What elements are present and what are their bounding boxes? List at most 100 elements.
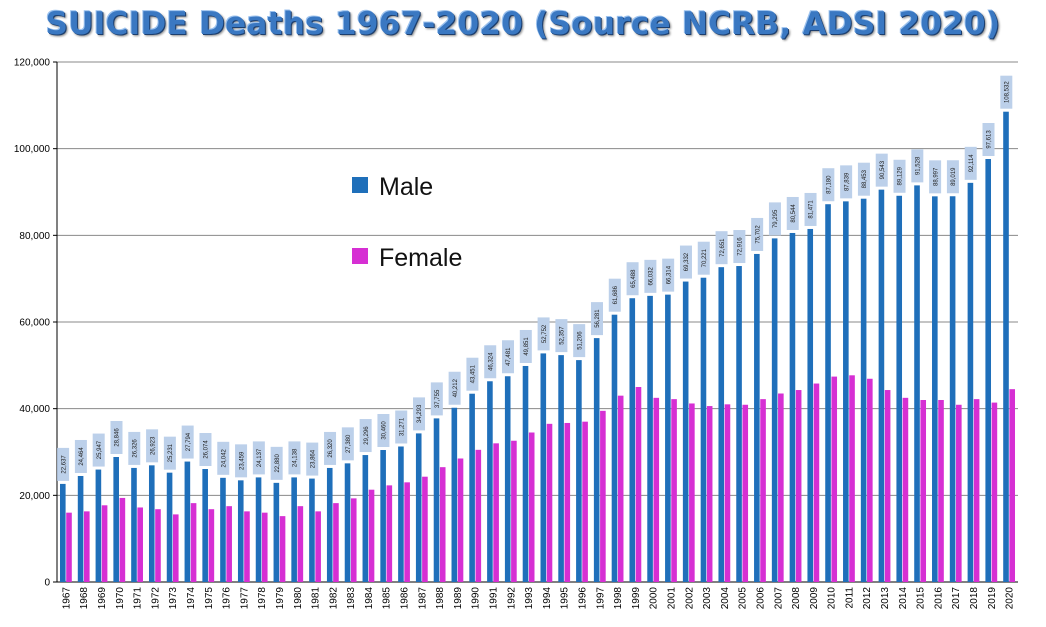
data-label-text: 91,528: [916, 156, 922, 175]
data-label-box: [697, 241, 710, 275]
x-tick-text: 1999: [631, 587, 642, 610]
x-tick-label: 2007: [773, 587, 784, 610]
x-tick-text: 1994: [542, 587, 553, 610]
x-tick-label: 1986: [400, 587, 411, 610]
data-label-text: 22,637: [61, 455, 67, 474]
bar-female: [528, 432, 535, 582]
data-label-box: [110, 421, 123, 455]
bar-male: [433, 418, 440, 582]
x-tick-text: 2005: [738, 587, 749, 610]
data-label-text: 28,846: [115, 428, 121, 447]
data-label-text: 40,212: [453, 378, 459, 397]
data-label-male: 37,755: [430, 382, 443, 416]
x-tick-label: 1994: [542, 587, 553, 610]
data-label-text: 51,206: [577, 331, 583, 350]
x-tick-text: 2007: [773, 587, 784, 610]
data-label-text: 61,686: [613, 285, 619, 304]
bar-female: [350, 498, 357, 582]
bar-male: [77, 475, 84, 582]
data-label-male: 79,295: [768, 202, 781, 236]
bar-male: [593, 338, 600, 582]
y-tick-label: 40,000: [19, 404, 50, 415]
data-label-text: 49,851: [524, 337, 530, 356]
x-tick-text: 2000: [649, 587, 660, 610]
data-label-text: 72,916: [738, 237, 744, 256]
data-label-male: 87,839: [840, 165, 853, 199]
data-label-box: [74, 439, 87, 473]
data-label-text: 30,460: [382, 421, 388, 440]
bar-female: [956, 404, 962, 582]
bar-male: [522, 365, 529, 582]
bar-female: [493, 443, 499, 582]
y-tick-label: 80,000: [19, 231, 50, 242]
x-tick-label: 2005: [738, 587, 749, 610]
x-tick-text: 1998: [613, 587, 624, 610]
x-tick-label: 1992: [506, 587, 517, 610]
data-label-male: 52,752: [537, 317, 550, 351]
data-label-box: [946, 160, 959, 194]
data-label-text: 34,293: [417, 404, 423, 423]
x-tick-label: 1982: [328, 587, 339, 610]
x-tick-text: 1983: [346, 587, 357, 610]
bar-female: [315, 511, 321, 582]
bar-female: [617, 395, 624, 582]
bar-male: [878, 189, 885, 582]
data-label-box: [786, 196, 799, 230]
data-label-box: [466, 357, 479, 391]
x-tick-text: 1989: [453, 587, 464, 610]
bar-male: [700, 277, 707, 582]
data-label-box: [430, 382, 443, 416]
x-tick-text: 1969: [97, 587, 108, 610]
x-tick-text: 1990: [471, 587, 482, 610]
bar-male: [629, 298, 636, 582]
x-tick-text: 1985: [382, 587, 393, 610]
data-label-male: 52,357: [555, 319, 568, 353]
data-label-box: [484, 345, 497, 379]
bar-male: [184, 461, 191, 582]
data-label-male: 90,543: [875, 153, 888, 187]
bar-female: [333, 503, 339, 582]
x-tick-text: 1995: [560, 587, 571, 610]
bar-female: [724, 404, 731, 582]
data-label-text: 24,138: [293, 448, 299, 467]
x-tick-text: 2011: [844, 587, 855, 609]
x-tick-label: 1989: [453, 587, 464, 610]
x-tick-text: 1982: [328, 587, 339, 610]
legend-male-swatch: [352, 177, 368, 193]
data-label-box: [146, 429, 159, 463]
data-label-box: [626, 262, 639, 296]
x-tick-text: 2003: [702, 587, 713, 610]
bar-male: [255, 477, 262, 582]
data-label-text: 23,459: [239, 451, 245, 470]
bar-female: [564, 422, 571, 582]
x-tick-text: 2008: [791, 587, 802, 610]
bar-female: [902, 397, 909, 582]
data-label-box: [857, 162, 870, 196]
data-label-text: 75,702: [755, 225, 761, 244]
x-tick-label: 2001: [666, 587, 677, 610]
x-tick-text: 2012: [862, 587, 873, 610]
bar-male: [949, 196, 956, 582]
bar-male: [736, 266, 742, 582]
data-label-text: 89,129: [898, 166, 904, 185]
bar-male: [148, 465, 155, 582]
x-tick-text: 2014: [898, 587, 909, 610]
data-label-box: [57, 447, 70, 481]
bar-female: [83, 511, 90, 582]
bar-male: [95, 469, 102, 582]
data-label-male: 88,453: [857, 162, 870, 196]
data-label-text: 66,314: [666, 265, 672, 284]
x-tick-label: 1969: [97, 587, 108, 610]
bar-male: [932, 196, 938, 583]
data-label-text: 72,651: [720, 238, 726, 257]
bar-female: [813, 383, 820, 582]
data-label-male: 70,221: [697, 241, 710, 275]
data-label-male: 72,916: [733, 230, 746, 264]
x-tick-text: 2002: [684, 587, 695, 610]
data-label-male: 27,794: [181, 425, 194, 459]
data-label-male: 25,231: [163, 436, 176, 470]
data-label-text: 37,755: [435, 389, 441, 408]
data-label-male: 26,923: [146, 429, 159, 463]
data-label-box: [413, 397, 426, 431]
